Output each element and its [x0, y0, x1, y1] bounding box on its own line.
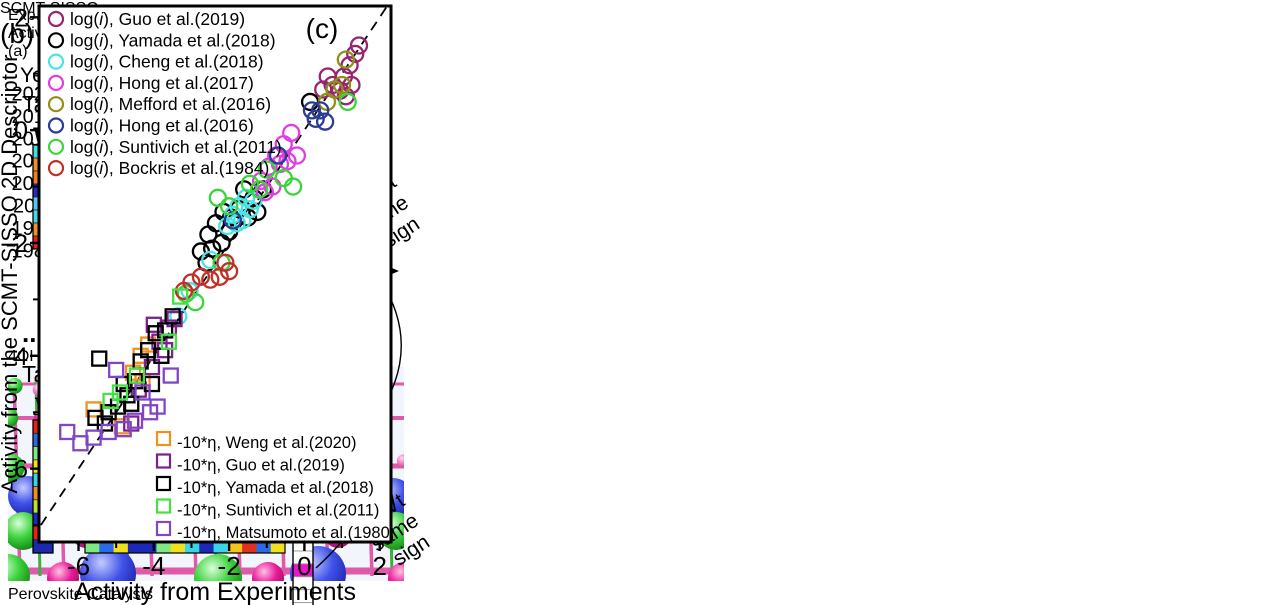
- legend-marker-square: [155, 453, 172, 469]
- legend-label: log(i), Guo et al.(2019): [70, 9, 245, 29]
- x-tick-label: 0: [297, 551, 311, 581]
- panel-c-label: (c): [306, 13, 339, 44]
- scatter-series-12: [59, 361, 179, 452]
- x-axis-title: Activity from Experiments: [74, 578, 356, 605]
- y-tick-label: 2: [14, 4, 28, 32]
- x-tick-label: 2: [372, 551, 386, 581]
- x-tick-label: -6: [67, 551, 90, 581]
- legend-label: log(i), Yamada et al.(2018): [70, 30, 276, 50]
- legend-marker-circle: [47, 96, 65, 113]
- y-axis-title: Activity from the SCMT-SISSO 2D Descript…: [0, 55, 22, 494]
- legend-marker-circle: [47, 117, 65, 134]
- panel-a-label: (a): [8, 43, 28, 60]
- legend-marker-circle: [47, 74, 65, 92]
- scatter-series-7: [174, 253, 239, 301]
- legend-marker-square: [155, 430, 172, 447]
- legend-label: log(i), Suntivich et al.(2011): [70, 137, 282, 157]
- y-tick-label: -4: [6, 343, 28, 371]
- panel-c-parity-plot: -6 -4 -2 0 2 2 0 -2 -4 -6 Activity from Experiment…: [0, 0, 395, 605]
- legend-marker-circle: [47, 160, 65, 177]
- legend-marker-square: [155, 520, 172, 537]
- legend-label: -10*η, Matsumoto et al.(1980): [177, 524, 393, 542]
- legend-label: log(i), Hong et al.(2016): [70, 116, 254, 136]
- legend-label: -10*η, Weng et al.(2020): [177, 434, 356, 452]
- y-tick-label: -6: [6, 456, 28, 484]
- atom-sphere: [6, 377, 23, 394]
- x-tick-label: -2: [218, 551, 241, 581]
- legend-marker-circle: [47, 138, 65, 155]
- scatter-series-4: [317, 50, 355, 112]
- legend-label: -10*η, Yamada et al.(2018): [177, 479, 374, 497]
- scatter-series-11: [102, 288, 189, 410]
- legend-label: -10*η, Guo et al.(2019): [177, 457, 345, 475]
- legend-label: log(i), Bockris et al.(1984): [70, 158, 269, 178]
- scatter-series-10: [87, 308, 181, 432]
- image-caption-line1: Perovskite Catalysts: [8, 586, 153, 603]
- y-tick-label: 0: [14, 117, 28, 145]
- y-tick-label: -2: [6, 230, 28, 258]
- x-tick-label: -4: [142, 551, 165, 581]
- panel-b-label: (b): [0, 18, 35, 49]
- legend-marker-circle: [47, 32, 65, 49]
- legend-marker-square: [155, 498, 172, 514]
- legend-label: log(i), Hong et al.(2017): [70, 73, 254, 93]
- legend-marker-square: [155, 475, 172, 492]
- legend-marker-circle: [47, 10, 65, 28]
- legend-label: log(i), Cheng et al.(2018): [70, 52, 264, 72]
- ellipsis-bottom: ...: [22, 596, 44, 605]
- legend-label: log(i), Mefford et al.(2016): [70, 94, 271, 114]
- legend-marker-circle: [47, 53, 65, 70]
- legend-label: -10*η, Suntivich et al.(2011): [177, 502, 379, 520]
